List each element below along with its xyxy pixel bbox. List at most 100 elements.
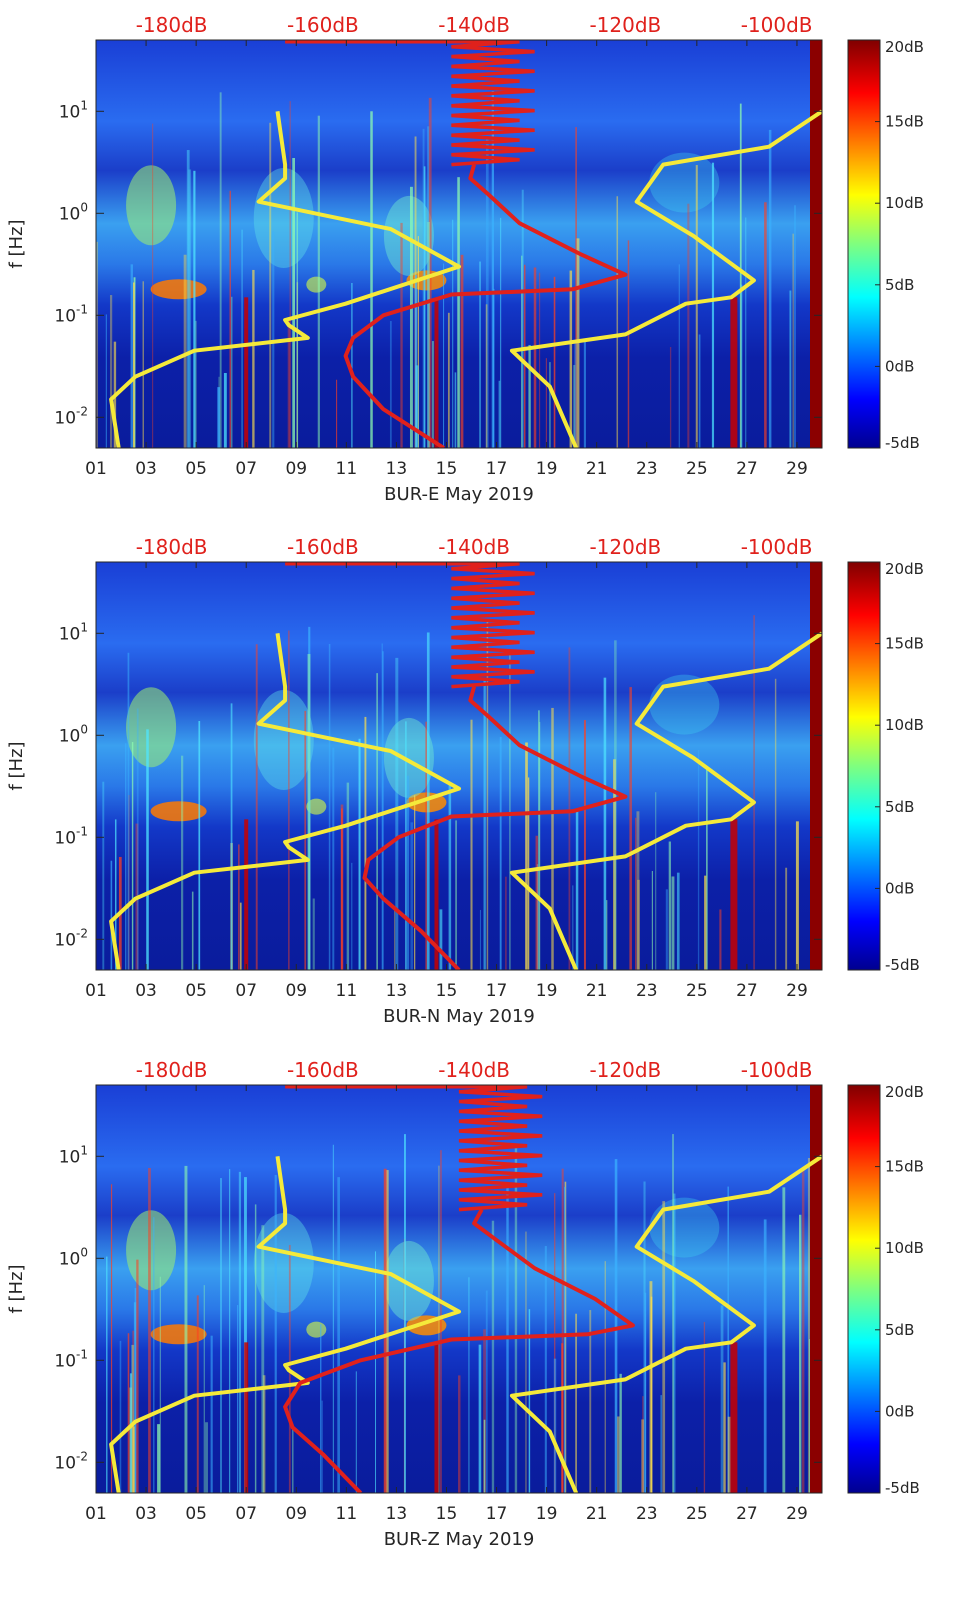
transient-streak	[538, 721, 541, 970]
transient-streak	[364, 716, 367, 970]
x-tick-label: 27	[736, 459, 758, 479]
x-tick-label: 09	[285, 981, 307, 1001]
x-tick-label: 23	[636, 981, 658, 1001]
colorbar-label: 10dB	[885, 716, 924, 734]
x-tick-label: 19	[536, 981, 558, 1001]
transient-streak	[485, 1290, 488, 1493]
transient-streak	[727, 1416, 731, 1493]
y-tick-label: 100	[59, 1245, 88, 1269]
transient-streak	[637, 879, 640, 970]
red-psd-curve	[362, 686, 628, 970]
transient-streak	[438, 1165, 440, 1493]
transient-streak	[321, 1400, 323, 1493]
y-tick-label: 100	[59, 200, 88, 224]
x-tick-label: 11	[336, 981, 358, 1001]
x-tick-label: 07	[235, 459, 257, 479]
transient-streak	[229, 190, 231, 448]
transient-streak	[662, 1201, 666, 1493]
x-tick-label: 25	[686, 1504, 708, 1524]
plot-frame	[95, 561, 823, 971]
transient-streak	[457, 177, 460, 448]
transient-streak	[381, 643, 383, 970]
transient-streak	[375, 1251, 377, 1493]
top-db-label: -180dB	[136, 535, 208, 559]
transient-streak	[205, 1422, 208, 1493]
transient-streak	[146, 729, 149, 970]
transient-streak	[109, 295, 113, 448]
transient-streak	[644, 1292, 647, 1493]
transient-streak	[125, 743, 127, 970]
transient-streak	[404, 1134, 406, 1493]
x-tick-label: 05	[185, 981, 207, 1001]
transient-streak	[428, 97, 432, 448]
transient-streak	[483, 1419, 486, 1493]
plot-frame	[95, 39, 823, 449]
transient-streak	[127, 652, 130, 970]
transient-streak	[491, 91, 494, 448]
spectrogram-background	[96, 562, 822, 970]
y-tick-label: 101	[59, 620, 88, 644]
transient-streak	[483, 1329, 486, 1493]
transient-streak	[604, 1261, 606, 1493]
transient-streak	[422, 128, 425, 448]
transient-streak	[191, 891, 194, 970]
transient-streak	[801, 1166, 805, 1493]
colorbar	[847, 39, 881, 449]
transient-streak	[142, 281, 144, 448]
transient-streak	[238, 1171, 242, 1493]
red-psd-tail	[285, 40, 535, 167]
strong-streak	[730, 819, 738, 970]
transient-streak	[720, 1305, 724, 1493]
energy-blob-3	[126, 1210, 177, 1291]
x-tick-label: 03	[135, 981, 157, 1001]
x-tick-label: 29	[786, 459, 808, 479]
x-tick-label: 09	[285, 459, 307, 479]
transient-streak	[527, 777, 530, 970]
transient-streak	[239, 902, 242, 970]
energy-blob-5	[383, 1240, 434, 1321]
y-tick-label: 10-2	[54, 1449, 88, 1473]
transient-streak	[617, 1416, 620, 1493]
transient-streak	[255, 644, 258, 970]
transient-streak	[544, 1246, 547, 1493]
transient-streak	[727, 1186, 729, 1493]
transient-streak	[704, 875, 707, 970]
transient-streak	[553, 276, 556, 448]
colorbar-label: 5dB	[885, 798, 914, 816]
transient-streak	[698, 334, 701, 448]
transient-streak	[340, 804, 344, 970]
transient-streak	[655, 792, 657, 970]
transient-streak	[287, 316, 291, 448]
transient-streak	[405, 721, 407, 970]
transient-streak	[665, 889, 668, 970]
transient-streak	[460, 254, 464, 448]
yellow-noise-model-low	[109, 1156, 461, 1493]
colorbar-label: 0dB	[885, 357, 914, 375]
x-tick-label: 13	[386, 459, 408, 479]
colorbar-label: -5dB	[885, 434, 920, 452]
colorbar-label: 20dB	[885, 1083, 924, 1101]
transient-streak	[210, 1335, 213, 1493]
transient-streak	[376, 673, 378, 970]
transient-streak	[523, 264, 526, 448]
transient-streak	[455, 820, 457, 970]
right-edge-column	[810, 40, 822, 448]
transient-streak	[678, 264, 680, 448]
y-axis-title: f [Hz]	[6, 219, 27, 268]
transient-streak	[538, 272, 541, 448]
transient-streak	[426, 632, 430, 970]
transient-streak	[312, 898, 315, 970]
transient-streak	[711, 162, 715, 448]
y-tick-label: 10-1	[54, 1347, 88, 1371]
x-tick-label: 25	[686, 981, 708, 1001]
x-tick-label: 13	[386, 981, 408, 1001]
x-tick-label: 29	[786, 981, 808, 1001]
transient-streak	[491, 1220, 495, 1493]
x-tick-label: 25	[686, 459, 708, 479]
transient-streak	[671, 876, 675, 970]
transient-streak	[676, 872, 680, 970]
transient-streak	[768, 129, 772, 448]
transient-streak	[288, 630, 290, 970]
transient-streak	[470, 719, 473, 970]
transient-streak	[106, 1256, 108, 1493]
